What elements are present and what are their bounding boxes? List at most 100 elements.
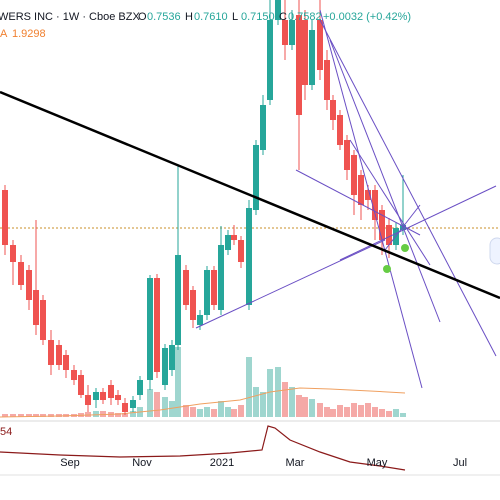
candle-body bbox=[2, 190, 8, 245]
volume-bar bbox=[147, 389, 153, 417]
time-label: Sep bbox=[60, 457, 80, 469]
candle-body bbox=[175, 255, 181, 345]
ohlc-label: O bbox=[138, 11, 147, 23]
volume-bars bbox=[2, 347, 406, 417]
symbol: WERS INC · 1W · Cboe BZX bbox=[0, 11, 140, 23]
candle-body bbox=[26, 270, 32, 300]
lower-pane-value: 54 bbox=[0, 426, 12, 438]
volume-bar bbox=[296, 395, 302, 417]
candle-body bbox=[93, 392, 99, 400]
candle-body bbox=[115, 395, 121, 400]
volume-bar bbox=[289, 387, 295, 417]
ohlc-value: 0.7150 bbox=[241, 11, 275, 23]
candle-body bbox=[18, 262, 24, 285]
candle-body bbox=[197, 315, 203, 325]
candle-body bbox=[122, 403, 128, 412]
volume-bar bbox=[175, 347, 181, 417]
candle-body bbox=[63, 355, 69, 370]
time-label: Jul bbox=[453, 457, 467, 469]
volume-bar bbox=[225, 407, 231, 417]
volume-bar bbox=[309, 399, 315, 417]
ohlc-label: L bbox=[232, 11, 238, 23]
candle-body bbox=[372, 190, 378, 220]
volume-ma bbox=[0, 387, 406, 418]
volume-bar bbox=[260, 392, 266, 417]
volume-bar bbox=[100, 411, 106, 417]
volume-bar bbox=[85, 412, 91, 417]
trend-line bbox=[339, 185, 497, 261]
candle-body bbox=[40, 300, 46, 340]
candle-body bbox=[211, 270, 217, 305]
volume-bar bbox=[282, 382, 288, 417]
trend-line bbox=[329, 39, 441, 323]
ohlc-label: C bbox=[279, 11, 287, 23]
volume-bar bbox=[267, 369, 273, 417]
candle-body bbox=[56, 345, 62, 365]
volume-bar bbox=[393, 409, 399, 417]
volume-bar bbox=[231, 409, 237, 417]
candle-body bbox=[85, 395, 91, 405]
candle-body bbox=[275, 0, 281, 20]
candle-body bbox=[260, 105, 266, 150]
trend-line-black bbox=[0, 90, 500, 300]
candle-body bbox=[162, 348, 168, 385]
volume-bar bbox=[358, 405, 364, 417]
volume-bar bbox=[26, 414, 32, 417]
change: +0.0032 (+0.42%) bbox=[323, 11, 411, 23]
candle-body bbox=[147, 278, 153, 380]
candle-body bbox=[253, 145, 259, 210]
volume-bar bbox=[330, 409, 336, 417]
volume-bar bbox=[10, 414, 16, 417]
time-label: Mar bbox=[286, 457, 305, 469]
volume-bar bbox=[56, 414, 62, 417]
candle-body bbox=[33, 290, 39, 325]
volume-bar bbox=[93, 411, 99, 417]
ohlc: O 0.7536 H 0.7610 L 0.7150 C 0.7582 +0.0032 (+0.… bbox=[138, 11, 411, 23]
drawings bbox=[195, 9, 497, 389]
volume-bar bbox=[115, 413, 121, 417]
volume-ma-label: A bbox=[0, 28, 8, 40]
candle-body bbox=[365, 190, 371, 200]
volume-bar bbox=[2, 414, 8, 417]
volume-bar bbox=[33, 414, 39, 417]
candle-body bbox=[330, 100, 336, 120]
candle-body bbox=[317, 20, 323, 70]
candle-body bbox=[108, 385, 114, 398]
volume-bar bbox=[324, 407, 330, 417]
candle-body bbox=[130, 400, 136, 408]
volume-bar bbox=[372, 407, 378, 417]
volume-bar bbox=[344, 407, 350, 417]
volume-bar bbox=[351, 403, 357, 417]
candle-body bbox=[100, 392, 106, 400]
candle-body bbox=[309, 30, 315, 85]
marker bbox=[401, 244, 409, 252]
volume-bar bbox=[48, 414, 54, 417]
scroll-button[interactable] bbox=[489, 237, 500, 265]
volume-bar bbox=[379, 409, 385, 417]
candle-body bbox=[204, 270, 210, 315]
candle-body bbox=[190, 290, 196, 320]
candle-body bbox=[267, 20, 273, 100]
candles bbox=[2, 0, 406, 415]
volume-bar bbox=[253, 387, 259, 417]
volume-bar bbox=[169, 401, 175, 417]
candle-body bbox=[10, 245, 16, 262]
volume-bar bbox=[365, 403, 371, 417]
volume-bar bbox=[154, 392, 160, 417]
volume-bar bbox=[130, 411, 136, 417]
candle-body bbox=[225, 235, 231, 250]
candle-body bbox=[218, 245, 224, 310]
candle-body bbox=[137, 380, 143, 395]
volume-bar bbox=[183, 405, 189, 417]
time-label: Nov bbox=[132, 457, 152, 469]
trend-line bbox=[384, 204, 421, 251]
volume-bar bbox=[317, 403, 323, 417]
volume-bar bbox=[197, 409, 203, 417]
trend-line bbox=[349, 139, 431, 266]
ohlc-value: 0.7610 bbox=[194, 11, 228, 23]
time-axis: Sep Nov 2021 Mar May Jul bbox=[60, 457, 467, 469]
candle-body bbox=[78, 375, 84, 395]
candle-body bbox=[344, 140, 350, 170]
candle-body bbox=[71, 370, 77, 380]
